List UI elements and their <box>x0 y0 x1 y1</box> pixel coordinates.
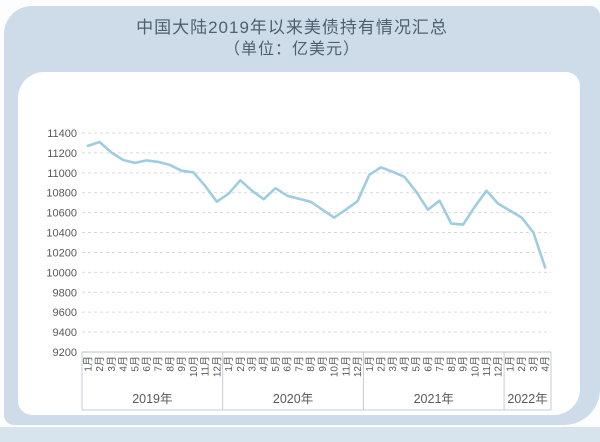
x-year-label: 2022年 <box>507 392 547 406</box>
x-month-label: 8月 <box>446 356 458 372</box>
x-month-label: 9月 <box>176 356 188 372</box>
x-month-label: 1月 <box>364 356 376 372</box>
x-month-label: 12月 <box>493 356 505 377</box>
line-chart: 11400 11200 11000 10800 10600 10400 10200 10000… <box>46 128 552 411</box>
x-month-label: 2月 <box>235 356 247 372</box>
x-month-label: 3月 <box>106 356 118 372</box>
y-tick-label: 10200 <box>46 247 77 259</box>
x-month-label: 11月 <box>481 356 493 376</box>
widget-panel: 中国大陆2019年以来美债持有情况汇总 （单位：亿美元） 11400 11200 1… <box>4 6 600 425</box>
x-month-label: 7月 <box>434 356 446 372</box>
x-month-label: 1月 <box>223 356 235 372</box>
x-month-label: 10月 <box>188 356 200 377</box>
x-year-label: 2021年 <box>414 392 454 406</box>
x-month-label: 12月 <box>211 356 223 377</box>
y-tick-label: 10400 <box>46 228 77 240</box>
treasury-holdings-series-line <box>86 140 547 269</box>
x-month-label: 8月 <box>305 356 317 372</box>
x-month-label: 1月 <box>82 356 94 372</box>
y-tick-label: 9800 <box>53 287 77 299</box>
x-month-label: 4月 <box>399 356 411 372</box>
x-month-label: 5月 <box>270 356 282 372</box>
x-month-label: 11月 <box>340 356 352 376</box>
y-tick-label: 10000 <box>46 267 77 279</box>
y-tick-label: 11400 <box>47 128 77 140</box>
y-tick-label: 9200 <box>53 347 77 359</box>
x-month-label: 2月 <box>94 356 106 372</box>
y-tick-label: 11000 <box>47 168 77 180</box>
x-month-label: 6月 <box>422 356 434 372</box>
x-month-label: 1月 <box>504 356 516 372</box>
x-year-label: 2020年 <box>273 392 313 406</box>
x-month-label: 9月 <box>317 356 329 372</box>
bottom-strip <box>0 427 600 442</box>
x-month-label: 6月 <box>141 356 153 372</box>
y-tick-label: 9400 <box>53 327 77 339</box>
x-month-label: 2月 <box>516 356 528 372</box>
y-tick-label: 10600 <box>46 208 77 220</box>
x-month-label: 12月 <box>352 356 364 377</box>
x-month-label: 3月 <box>528 356 540 372</box>
x-month-label: 3月 <box>247 356 259 372</box>
chart-subtitle: （单位：亿美元） <box>223 41 360 58</box>
x-month-label: 10月 <box>329 356 341 377</box>
x-month-label: 4月 <box>258 356 270 372</box>
x-month-label: 5月 <box>411 356 423 372</box>
x-month-label: 11月 <box>200 356 212 376</box>
x-month-label: 8月 <box>164 356 176 372</box>
y-tick-label: 9600 <box>53 307 77 319</box>
x-month-label: 9月 <box>458 356 470 372</box>
x-month-label: 5月 <box>129 356 141 372</box>
x-month-label: 4月 <box>540 356 552 372</box>
chart-title: 中国大陆2019年以来美债持有情况汇总 <box>136 18 448 37</box>
x-month-label: 3月 <box>387 356 399 372</box>
x-month-label: 10月 <box>469 356 481 377</box>
chart-card: 11400 11200 11000 10800 10600 10400 10200 10000… <box>18 72 580 415</box>
y-tick-label: 11200 <box>47 148 77 160</box>
x-month-label: 6月 <box>282 356 294 372</box>
x-month-label: 7月 <box>153 356 165 372</box>
x-month-label: 2月 <box>375 356 387 372</box>
x-year-label: 2019年 <box>132 392 172 406</box>
x-month-label: 7月 <box>293 356 305 372</box>
x-month-label: 4月 <box>118 356 130 372</box>
y-tick-label: 10800 <box>46 188 77 200</box>
chart-header: 中国大陆2019年以来美债持有情况汇总 （单位：亿美元） <box>4 16 580 61</box>
